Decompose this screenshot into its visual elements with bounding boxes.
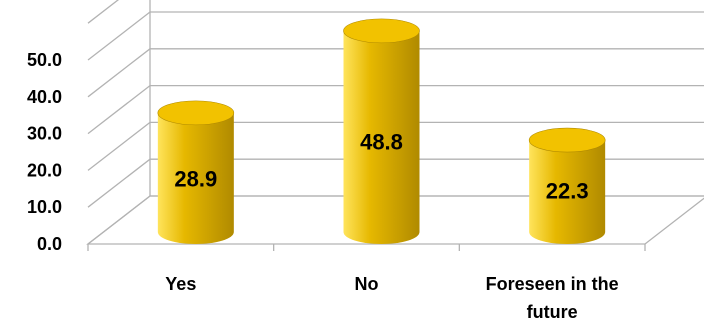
cylinder-top [343, 18, 420, 44]
category-label: No [355, 274, 379, 294]
y-tick-label: 0.0 [37, 234, 62, 254]
bar-yes: 28.9 [157, 100, 235, 244]
y-tick-label: 20.0 [27, 160, 62, 180]
gridline [87, 48, 704, 98]
data-label: 48.8 [360, 129, 403, 154]
cylinder-body [343, 30, 420, 244]
bars: 28.9 48.8 22.3 [157, 18, 606, 244]
category-label: Foreseen in the future [486, 274, 619, 322]
y-tick-label: 10.0 [27, 197, 62, 217]
y-axis-tick-labels: 0.0 10.0 20.0 30.0 40.0 50.0 [27, 50, 62, 254]
gridlines [87, 11, 704, 245]
y-tick-label: 30.0 [27, 124, 62, 144]
data-label: 28.9 [174, 166, 217, 191]
gridline [87, 121, 704, 171]
gridline [87, 84, 704, 135]
cylinder-top [528, 127, 606, 153]
gridline [87, 158, 704, 208]
data-label: 22.3 [546, 179, 589, 204]
bar-no: 48.8 [343, 18, 420, 244]
gridline [87, 11, 704, 61]
category-label: Yes [165, 274, 196, 294]
bar-foreseen-in-the-future: 22.3 [528, 127, 606, 244]
x-axis-category-labels: Yes No Foreseen in the future [165, 274, 618, 322]
cylinder-body [157, 112, 234, 244]
back-wall-top-edge [87, 0, 120, 24]
cylinder-body [529, 140, 606, 244]
gridline [87, 195, 704, 245]
y-tick-label: 40.0 [27, 87, 62, 107]
cylinder-top [157, 100, 235, 126]
y-tick-label: 50.0 [27, 50, 62, 70]
